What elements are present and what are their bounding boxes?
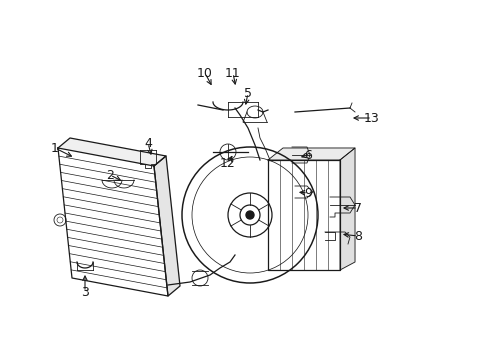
Text: 8: 8 <box>353 230 361 243</box>
Text: 4: 4 <box>144 136 152 149</box>
Circle shape <box>245 211 253 219</box>
Text: 5: 5 <box>244 86 251 99</box>
Polygon shape <box>267 160 339 270</box>
Polygon shape <box>339 148 354 270</box>
Text: 12: 12 <box>220 157 235 170</box>
Text: 9: 9 <box>304 186 311 199</box>
Text: 11: 11 <box>224 67 241 80</box>
Text: 1: 1 <box>51 141 59 154</box>
Text: 13: 13 <box>364 112 379 125</box>
Text: 3: 3 <box>81 285 89 298</box>
Text: 7: 7 <box>353 202 361 215</box>
Text: 2: 2 <box>106 168 114 181</box>
Polygon shape <box>58 148 168 296</box>
Polygon shape <box>154 156 180 296</box>
Text: 10: 10 <box>197 67 212 80</box>
Polygon shape <box>58 138 165 166</box>
Text: 6: 6 <box>304 149 311 162</box>
Polygon shape <box>267 148 354 160</box>
